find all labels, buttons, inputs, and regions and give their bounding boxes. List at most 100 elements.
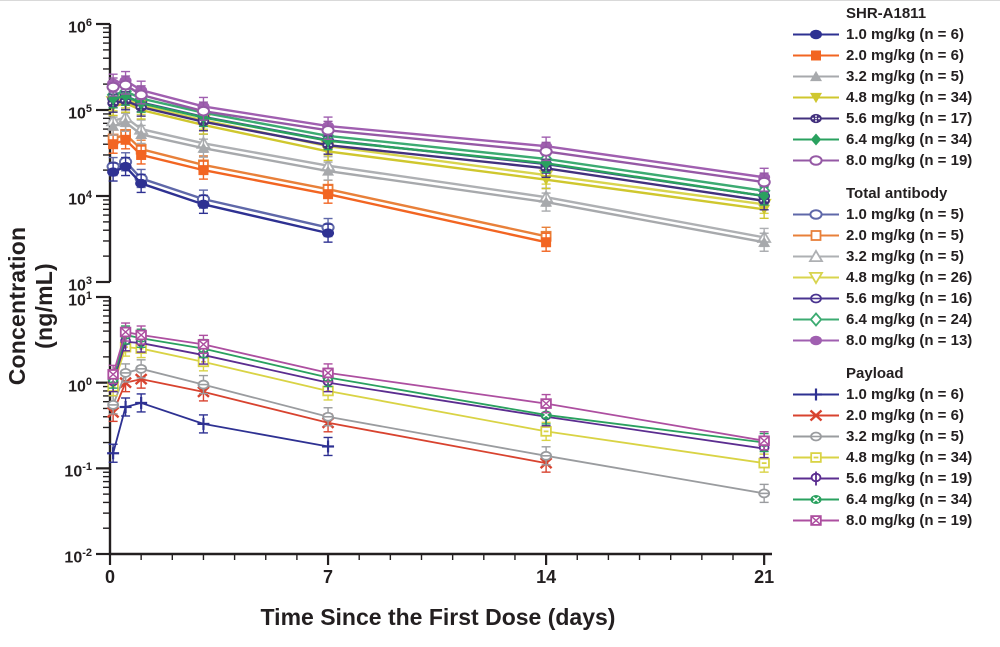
- data-point-marker: [120, 134, 131, 145]
- data-point-marker: [197, 142, 210, 153]
- series-line: [112, 79, 765, 179]
- legend-group-title: Total antibody: [846, 185, 948, 202]
- x-tick-label: 7: [323, 567, 334, 587]
- data-point-marker: [137, 106, 140, 109]
- x-tick-label: 14: [536, 567, 557, 587]
- data-point-marker: [766, 199, 769, 202]
- data-point-marker: [759, 436, 769, 446]
- data-point-marker: [120, 90, 131, 103]
- legend-item: 5.6 mg/kg (n = 17): [792, 108, 998, 129]
- series-line: [112, 367, 765, 495]
- legend-swatch-tri-down-open: [793, 272, 839, 285]
- legend-item: 8.0 mg/kg (n = 13): [792, 330, 998, 351]
- data-point-marker: [108, 139, 119, 150]
- y-tick-label: 10-1: [64, 461, 92, 481]
- data-point-marker: [818, 117, 820, 120]
- legend-item: 1.0 mg/kg (n = 5): [792, 204, 998, 225]
- x-axis-title: Time Since the First Dose (days): [260, 604, 616, 630]
- legend-item: 4.8 mg/kg (n = 34): [792, 87, 998, 108]
- legend-item: 2.0 mg/kg (n = 6): [792, 45, 998, 66]
- legend-swatch-tri-up-open: [793, 249, 839, 263]
- data-point-marker: [120, 327, 131, 337]
- data-point-marker: [119, 116, 132, 127]
- legend-item-label: 2.0 mg/kg (n = 5): [846, 227, 964, 244]
- legend-item-label: 5.6 mg/kg (n = 17): [846, 110, 973, 127]
- series-line: [112, 378, 547, 465]
- legend-item: 3.2 mg/kg (n = 5): [792, 426, 998, 447]
- data-point-marker: [809, 312, 823, 327]
- data-point-marker: [107, 120, 120, 131]
- data-point-marker: [136, 330, 146, 340]
- data-point-marker: [135, 178, 148, 189]
- legend-item-label: 5.6 mg/kg (n = 19): [846, 470, 973, 487]
- data-point-marker: [119, 376, 132, 389]
- series-line: [112, 346, 765, 465]
- legend-swatch-tri-down-filled: [793, 92, 839, 104]
- legend-item-label: 1.0 mg/kg (n = 6): [846, 386, 964, 403]
- data-point-marker: [199, 120, 202, 123]
- legend-item: 8.0 mg/kg (n = 19): [792, 150, 998, 171]
- legend-item: 6.4 mg/kg (n = 34): [792, 489, 998, 510]
- legend-swatch-diamond-filled: [793, 133, 839, 146]
- data-point-marker: [810, 70, 822, 82]
- legend-swatch-circle-dots: [793, 113, 839, 124]
- data-point-marker: [322, 228, 335, 238]
- data-point-marker: [323, 189, 334, 200]
- data-point-marker: [815, 115, 817, 117]
- legend-swatch-tri-up-filled: [793, 70, 839, 82]
- legend-item-label: 3.2 mg/kg (n = 5): [846, 428, 964, 445]
- legend-item: 2.0 mg/kg (n = 6): [792, 405, 998, 426]
- data-point-marker: [135, 128, 148, 140]
- y-tick-label: 105: [68, 103, 92, 123]
- data-point-marker: [197, 199, 210, 210]
- legend-swatch-circle-x-filled: [793, 495, 839, 504]
- data-point-marker: [134, 89, 148, 101]
- legend-item-label: 3.2 mg/kg (n = 5): [846, 68, 964, 85]
- legend-swatch-circle-vline: [793, 471, 839, 486]
- data-point-marker: [330, 144, 332, 147]
- legend-item-label: 2.0 mg/kg (n = 6): [846, 47, 964, 64]
- data-point-marker: [810, 230, 822, 241]
- legend-swatch-ellipse-filled: [793, 335, 839, 346]
- legend-item-label: 8.0 mg/kg (n = 13): [846, 332, 973, 349]
- legend-swatch-ellipse-filled: [793, 29, 839, 40]
- data-point-marker: [809, 409, 823, 422]
- legend-item: 2.0 mg/kg (n = 5): [792, 225, 998, 246]
- data-point-marker: [810, 335, 822, 346]
- data-point-marker: [541, 237, 552, 248]
- data-point-marker: [118, 79, 133, 91]
- legend-item: 1.0 mg/kg (n = 6): [792, 24, 998, 45]
- legend-item-label: 1.0 mg/kg (n = 6): [846, 26, 964, 43]
- data-point-marker: [322, 165, 335, 176]
- legend-item: 4.8 mg/kg (n = 34): [792, 447, 998, 468]
- legend-item: 6.4 mg/kg (n = 34): [792, 129, 998, 150]
- legend-item-label: 6.4 mg/kg (n = 34): [846, 131, 973, 148]
- legend-swatch-ellipse-open: [793, 209, 839, 220]
- series-line: [112, 340, 765, 450]
- series-line: [112, 160, 329, 229]
- data-point-marker: [810, 92, 822, 104]
- legend-swatch-square-x: [793, 515, 839, 526]
- data-point-marker: [143, 106, 146, 109]
- legend-item-label: 6.4 mg/kg (n = 34): [846, 491, 973, 508]
- legend-item-label: 6.4 mg/kg (n = 24): [846, 311, 973, 328]
- legend-item-label: 3.2 mg/kg (n = 5): [846, 248, 964, 265]
- legend-group-title: SHR-A1811: [846, 5, 927, 22]
- data-point-marker: [541, 399, 551, 408]
- legend-group-title: Payload: [846, 365, 904, 382]
- data-point-marker: [196, 105, 211, 117]
- data-point-marker: [758, 236, 771, 247]
- data-point-marker: [809, 155, 823, 166]
- series-line: [112, 83, 765, 184]
- legend-swatch-square-hbar: [793, 452, 839, 463]
- data-point-marker: [539, 146, 553, 157]
- legend-swatch-ellipse-open: [793, 155, 839, 166]
- y-tick-label: 103: [68, 275, 92, 295]
- legend-item-label: 2.0 mg/kg (n = 6): [846, 407, 964, 424]
- legend-item: 1.0 mg/kg (n = 6): [792, 384, 998, 405]
- y-tick-label: 104: [68, 189, 92, 209]
- data-point-marker: [812, 117, 814, 120]
- data-point-marker: [757, 176, 771, 188]
- data-point-marker: [811, 50, 821, 61]
